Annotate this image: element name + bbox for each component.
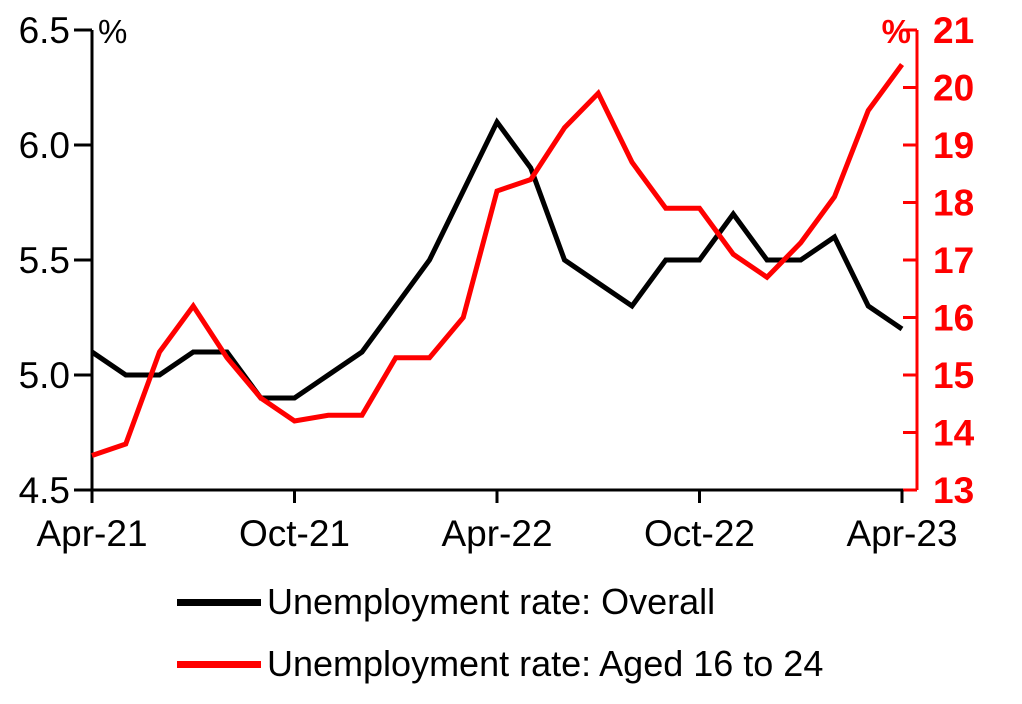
legend-label-aged-16-24: Unemployment rate: Aged 16 to 24 — [267, 643, 824, 684]
left-axis-tick-label: 6.0 — [19, 125, 70, 166]
right-axis-tick-label: 13 — [933, 470, 974, 511]
x-axis-tick-label: Apr-22 — [441, 513, 552, 554]
left-axis-unit-label: % — [98, 13, 127, 50]
legend-swatch-aged-16-24 — [177, 660, 261, 668]
right-axis-tick-label: 21 — [933, 10, 974, 51]
right-axis-tick-label: 19 — [933, 125, 974, 166]
right-axis-tick-label: 18 — [933, 183, 974, 224]
x-axis-tick-label: Oct-21 — [239, 513, 350, 554]
right-axis-tick-label: 16 — [933, 298, 974, 339]
series-line-overall — [90, 117, 904, 401]
legend-swatch-overall — [177, 598, 261, 606]
series-line-aged-16-24 — [91, 63, 905, 458]
right-axis-tick-label: 14 — [933, 413, 975, 454]
x-axis-tick-label: Oct-22 — [644, 513, 755, 554]
left-axis-tick-label: 6.5 — [19, 10, 70, 51]
left-axis-tick-label: 5.0 — [19, 355, 70, 396]
legend: Unemployment rate: Overall Unemployment … — [0, 560, 1022, 688]
right-axis-tick-label: 17 — [933, 240, 974, 281]
x-axis-tick-label: Apr-23 — [846, 513, 957, 554]
line-chart-plot: 4.5 5.0 5.5 6.0 6.5 % 13 14 15 16 17 18 19 20 21% Apr-2… — [19, 10, 975, 554]
left-axis-tick-label: 4.5 — [19, 470, 70, 511]
right-axis-tick-label: 15 — [933, 355, 974, 396]
right-axis-unit-label: % — [882, 13, 911, 50]
legend-label-overall: Unemployment rate: Overall — [267, 581, 716, 622]
legend-item-aged-16-24: Unemployment rate: Aged 16 to 24 — [177, 640, 1022, 688]
right-axis-tick-label: 20 — [933, 68, 974, 109]
left-axis-tick-label: 5.5 — [19, 240, 70, 281]
legend-item-overall: Unemployment rate: Overall — [177, 578, 1022, 626]
x-axis-tick-label: Apr-21 — [36, 513, 147, 554]
